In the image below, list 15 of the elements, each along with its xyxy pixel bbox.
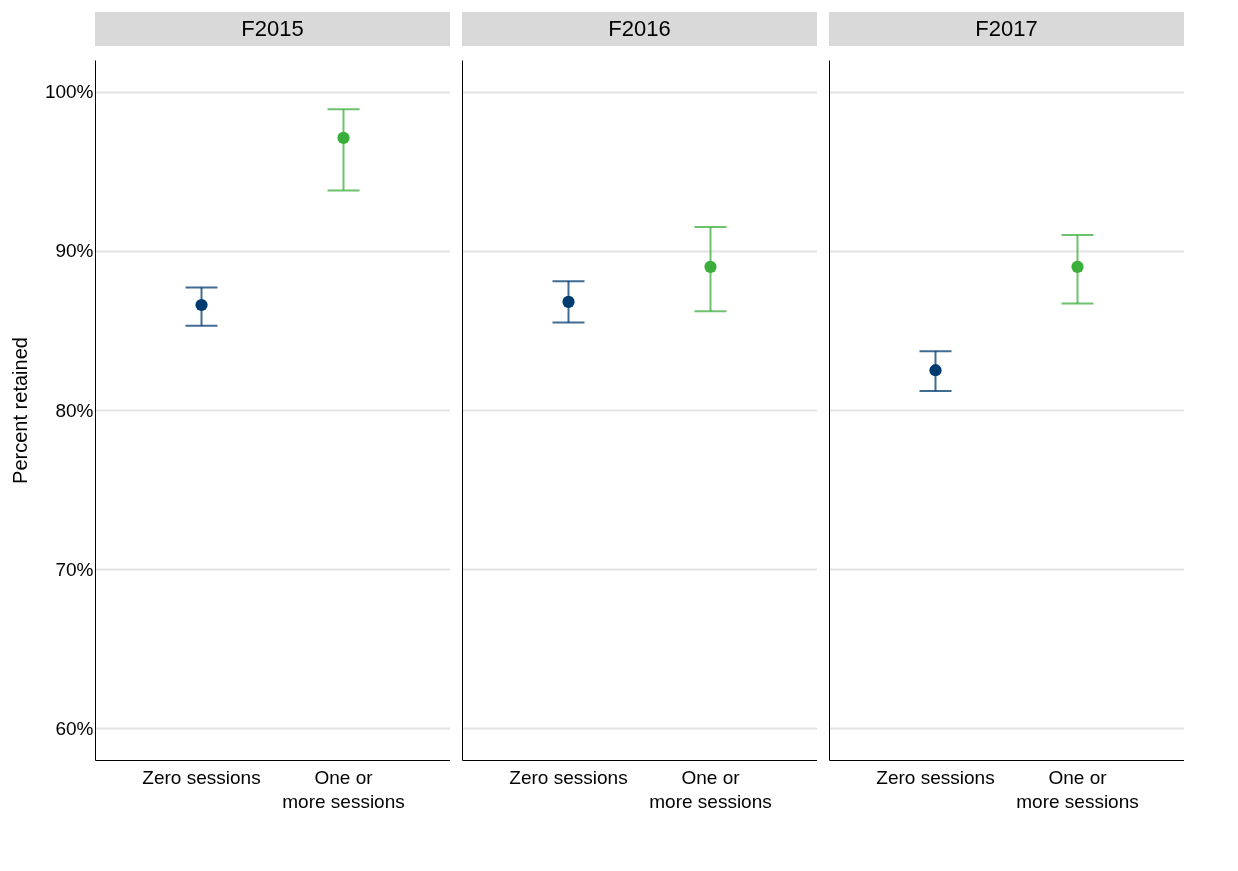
x-tick-label: Zero sessions <box>876 766 995 788</box>
chart-title: F2015 <box>241 16 304 41</box>
x-tick-label: One or more sessions <box>1016 766 1139 812</box>
chart-title: F2017 <box>975 16 1038 41</box>
y-tick-label: 90% <box>55 240 94 262</box>
x-tick-label: Zero sessions <box>142 766 261 788</box>
x-tick-label: Zero sessions <box>509 766 628 788</box>
y-axis-title: Percent retained <box>8 337 31 484</box>
y-tick-label: 60% <box>55 717 94 739</box>
x-tick-label: One or more sessions <box>282 766 405 812</box>
y-tick-label: 80% <box>55 399 94 421</box>
chart-title: F2016 <box>608 16 671 41</box>
x-tick-label: One or more sessions <box>649 766 772 812</box>
y-tick-label: 100% <box>44 81 94 103</box>
y-tick-label: 70% <box>55 558 94 580</box>
